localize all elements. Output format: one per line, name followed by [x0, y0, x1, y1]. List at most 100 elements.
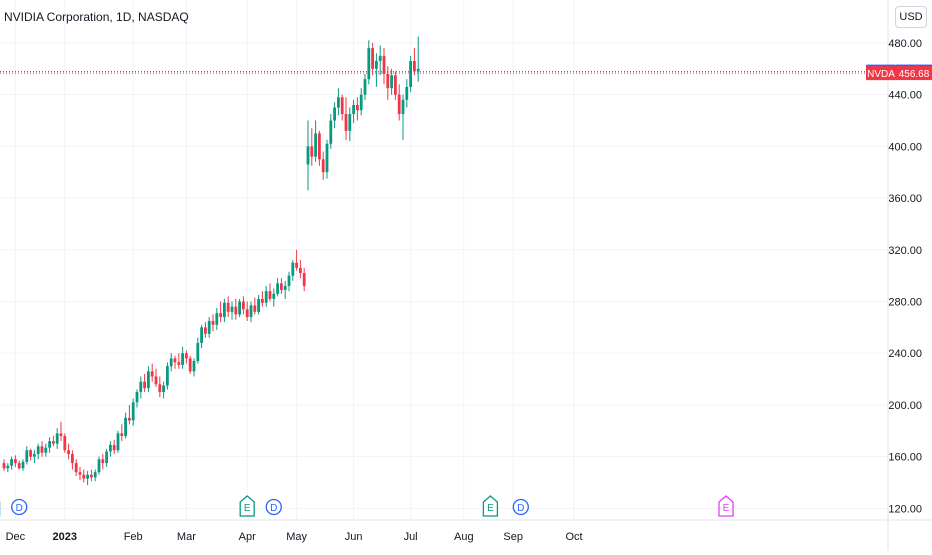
currency-button[interactable]: USD: [895, 6, 927, 28]
candle-body: [340, 97, 344, 115]
candle: [181, 346, 184, 369]
event-marker-label: D: [517, 503, 524, 514]
candle: [2, 459, 6, 471]
candle: [325, 139, 329, 179]
x-tick-label: Jun: [345, 531, 363, 543]
candle: [234, 298, 238, 320]
candle-body: [192, 360, 196, 372]
candle: [44, 443, 48, 457]
candle: [17, 460, 21, 470]
candle-body: [344, 114, 348, 131]
candle-body: [325, 143, 329, 173]
candle-body: [253, 305, 257, 312]
candle-body: [352, 104, 355, 115]
candle: [359, 88, 363, 116]
candle: [188, 355, 192, 374]
candle: [257, 295, 260, 315]
candle: [14, 455, 17, 467]
candle: [185, 350, 188, 364]
candle: [90, 469, 93, 482]
candle: [226, 296, 230, 318]
candle: [416, 36, 420, 82]
candle: [299, 260, 302, 279]
candle-body: [169, 358, 173, 367]
candle-body: [29, 450, 32, 457]
candle-body: [329, 120, 333, 144]
candle-body: [409, 61, 412, 87]
candle-body: [90, 474, 93, 478]
candle: [116, 430, 120, 453]
price-badge-value: 456.68: [899, 69, 930, 80]
candle: [230, 301, 234, 320]
candle-body: [397, 94, 401, 115]
candle-body: [86, 474, 89, 479]
candle-body: [185, 353, 188, 359]
candle-body: [386, 73, 390, 89]
y-tick-label: 480.00: [888, 38, 922, 50]
earnings-marker[interactable]: E: [718, 495, 734, 517]
candle: [295, 249, 298, 271]
candle: [36, 443, 40, 460]
candle-body: [261, 298, 264, 303]
candle-body: [55, 433, 59, 444]
candle: [306, 120, 310, 191]
candle-body: [314, 133, 317, 157]
candle-body: [139, 381, 143, 393]
candle-body: [390, 75, 393, 89]
earnings-marker[interactable]: E: [482, 495, 499, 517]
candle-body: [299, 267, 302, 274]
candle-body: [78, 472, 82, 475]
candle: [150, 363, 154, 382]
candle-body: [71, 454, 74, 464]
event-marker-label: E: [244, 503, 251, 514]
x-tick-label: Oct: [565, 531, 582, 543]
candle-body: [166, 366, 169, 386]
dividend-marker-circle: [265, 498, 282, 516]
y-tick-label: 120.00: [888, 503, 922, 515]
candle: [413, 48, 416, 76]
candle: [302, 267, 306, 292]
event-marker-label: D: [270, 503, 277, 514]
candle: [21, 459, 25, 471]
chart-title: NVIDIA Corporation, 1D, NASDAQ: [4, 10, 189, 24]
candle-body: [264, 291, 268, 303]
x-tick-label: Apr: [239, 531, 256, 543]
candle-body: [401, 99, 405, 115]
candle-body: [333, 107, 336, 121]
x-tick-label: Feb: [124, 531, 143, 543]
candle: [101, 454, 105, 470]
candle: [382, 48, 386, 85]
earnings-marker[interactable]: E: [239, 495, 255, 517]
candle-body: [97, 459, 101, 473]
dividend-marker[interactable]: D: [512, 498, 529, 516]
candle: [356, 97, 359, 121]
candle-body: [44, 447, 48, 453]
candle: [131, 398, 135, 426]
candle-body: [211, 320, 215, 325]
candle: [143, 373, 146, 393]
candle-body: [177, 362, 181, 365]
candle: [283, 280, 287, 299]
candle: [310, 128, 314, 166]
candle-body: [302, 273, 306, 286]
candle-body: [382, 55, 386, 74]
candle: [264, 285, 268, 307]
candle-body: [378, 55, 382, 62]
candle-body: [40, 446, 44, 453]
candle: [169, 353, 173, 372]
x-tick-label: Mar: [177, 531, 196, 543]
candle: [196, 337, 200, 364]
dividend-marker[interactable]: D: [265, 498, 282, 516]
candle-body: [219, 313, 222, 318]
candle: [287, 271, 291, 292]
candle-body: [405, 86, 409, 100]
candle: [25, 446, 29, 465]
candle: [59, 421, 63, 442]
dividend-marker[interactable]: D: [11, 498, 28, 516]
earnings-marker-shape: [718, 495, 734, 517]
candle-body: [234, 306, 238, 315]
x-tick-label: May: [286, 531, 307, 543]
candle: [401, 94, 405, 140]
